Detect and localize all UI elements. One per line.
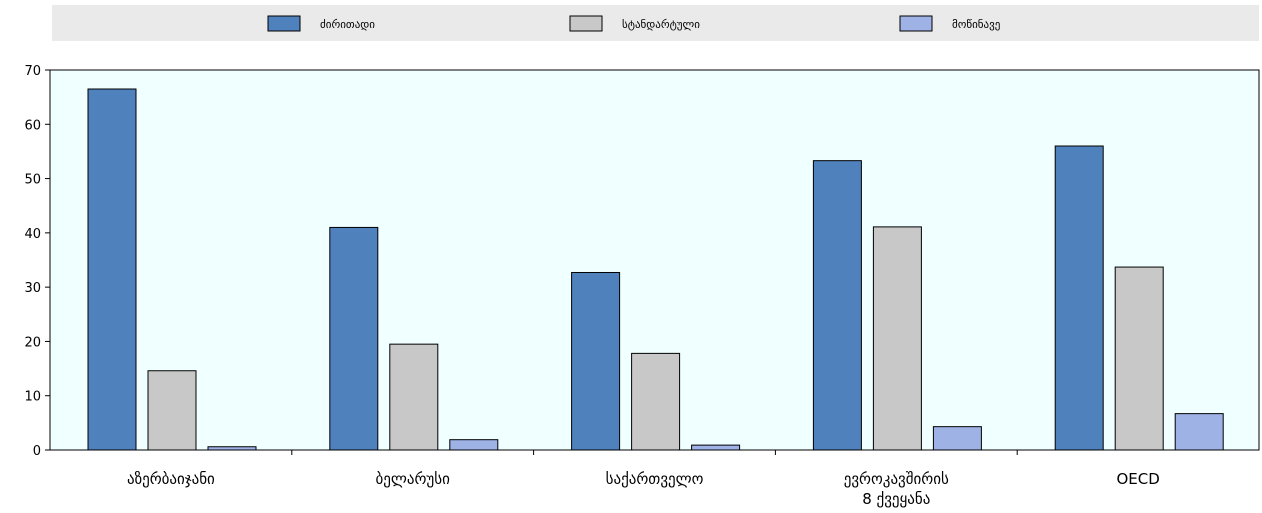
legend-background [52, 5, 1259, 41]
bar-0-3 [812, 160, 862, 451]
category-label-line: 8 ქვეყანა [862, 490, 930, 508]
bar-0-2 [571, 271, 621, 451]
y-tick-label-0: 0 [33, 444, 41, 459]
y-tick-label-5: 50 [24, 173, 41, 188]
bar-0-0 [87, 88, 137, 451]
category-label-1: ბელარუსი [376, 470, 451, 488]
category-label-line: საქართველო [606, 470, 704, 488]
legend-swatch-1 [569, 15, 603, 32]
category-label-line: აზერბაიჯანი [127, 470, 215, 488]
category-label-3: ევროკავშირის 8 ქვეყანა [844, 470, 949, 508]
category-label-4: OECD [1116, 470, 1159, 488]
y-tick-label-3: 30 [24, 281, 41, 296]
category-label-line: OECD [1116, 470, 1159, 488]
bar-2-3 [932, 426, 982, 451]
y-tick-label-2: 20 [24, 335, 41, 350]
bar-1-4 [1114, 266, 1164, 451]
bar-2-1 [449, 439, 499, 451]
legend-swatch-0 [267, 15, 301, 32]
legend-label-1: სტანდარტული [622, 18, 700, 31]
category-label-0: აზერბაიჯანი [127, 470, 215, 488]
bar-0-1 [329, 226, 379, 451]
legend-label-2: მოწინავე [952, 18, 1000, 31]
bar-1-3 [872, 226, 922, 451]
bar-1-0 [147, 370, 197, 451]
legend-swatch-2 [899, 15, 933, 32]
bar-2-2 [691, 444, 741, 451]
category-label-2: საქართველო [606, 470, 704, 488]
bar-1-1 [389, 343, 439, 451]
category-label-line: ევროკავშირის [844, 470, 949, 488]
y-tick-label-1: 10 [24, 390, 41, 405]
bar-2-4 [1174, 413, 1224, 451]
legend-label-0: ძირითადი [320, 18, 375, 31]
bar-1-2 [631, 352, 681, 451]
y-tick-label-6: 60 [24, 118, 41, 133]
bar-0-4 [1054, 145, 1104, 451]
y-tick-label-7: 70 [24, 64, 41, 79]
category-label-line: ბელარუსი [376, 470, 451, 488]
y-tick-label-4: 40 [24, 227, 41, 242]
bar-2-0 [207, 446, 257, 451]
